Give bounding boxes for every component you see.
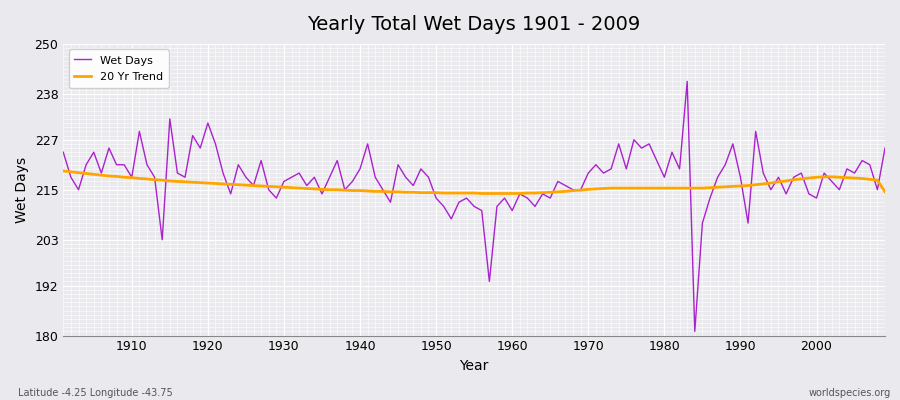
Wet Days	[500, 196, 510, 200]
Wet Days	[119, 162, 130, 167]
Y-axis label: Wet Days: Wet Days	[15, 157, 29, 223]
20 Yr Trend	[606, 186, 616, 190]
Line: Wet Days: Wet Days	[63, 81, 885, 332]
Wet Days	[682, 79, 693, 84]
20 Yr Trend	[507, 191, 517, 196]
Wet Days	[286, 175, 297, 180]
20 Yr Trend	[879, 190, 890, 194]
Wet Days	[689, 329, 700, 334]
20 Yr Trend	[332, 187, 343, 192]
20 Yr Trend	[515, 191, 526, 196]
X-axis label: Year: Year	[460, 359, 489, 373]
Wet Days	[507, 208, 517, 213]
20 Yr Trend	[119, 175, 130, 180]
Wet Days	[879, 146, 890, 150]
Legend: Wet Days, 20 Yr Trend: Wet Days, 20 Yr Trend	[68, 50, 168, 88]
20 Yr Trend	[58, 168, 68, 173]
Wet Days	[332, 158, 343, 163]
Wet Days	[58, 150, 68, 155]
Title: Yearly Total Wet Days 1901 - 2009: Yearly Total Wet Days 1901 - 2009	[308, 15, 641, 34]
Text: worldspecies.org: worldspecies.org	[809, 388, 891, 398]
20 Yr Trend	[476, 191, 487, 196]
Text: Latitude -4.25 Longitude -43.75: Latitude -4.25 Longitude -43.75	[18, 388, 173, 398]
Wet Days	[598, 171, 609, 176]
20 Yr Trend	[286, 185, 297, 190]
Line: 20 Yr Trend: 20 Yr Trend	[63, 171, 885, 194]
